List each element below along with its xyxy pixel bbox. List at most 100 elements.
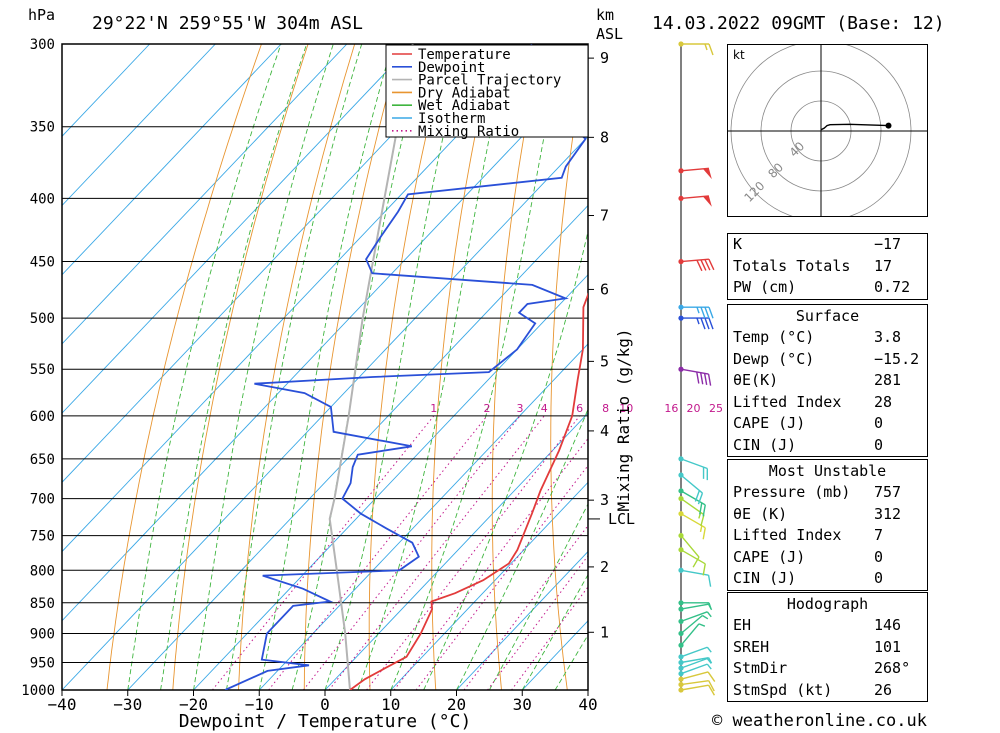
index-row: StmDir 268° [728, 658, 927, 680]
isotherm-line [62, 66, 588, 622]
most-unstable-panel: Most Unstable Pressure (mb) 757 θE (K) 312 Li… [727, 459, 928, 591]
wind-barb [678, 684, 716, 696]
mixing-ratio-label: 2 [484, 402, 491, 415]
wind-barb [678, 366, 712, 386]
isotherm-line [62, 44, 151, 137]
index-value: 281 [874, 371, 902, 389]
index-row: Lifted Index 7 [728, 525, 927, 547]
isotherm-line [127, 204, 588, 690]
km-tick-label: 3 [600, 491, 609, 509]
units-label-asl: ASL [596, 25, 624, 43]
index-value: 28 [874, 392, 893, 411]
x-tick-label: 30 [513, 695, 532, 714]
index-row: Dewp (°C) −15.2 [728, 349, 927, 371]
pressure-label: 950 [30, 655, 55, 671]
wet-adiabat-line [521, 573, 588, 690]
index-value: 0 [874, 547, 884, 566]
index-label: Lifted Index [733, 392, 842, 411]
legend-label: Wet Adiabat [418, 98, 511, 114]
dry-adiabat-line [368, 44, 449, 690]
x-tick-label: 10 [381, 695, 400, 714]
isotherm-line [324, 412, 588, 690]
mixing-ratio-label: 4 [541, 402, 548, 415]
km-tick-label: 7 [600, 207, 609, 225]
wind-barb [678, 258, 715, 272]
x-tick-label: 0 [320, 695, 330, 714]
isotherm-line [62, 135, 588, 690]
index-row: CAPE (J) 0 [728, 547, 927, 569]
plot-frame [61, 43, 589, 691]
dewpoint-line [224, 44, 587, 690]
km-tick-label: 4 [600, 422, 609, 440]
pressure-label: 800 [30, 563, 55, 579]
wind-barb [678, 680, 715, 692]
index-row: CIN (J) 0 [728, 568, 927, 590]
wet-adiabat-line [456, 408, 588, 690]
parcel-trajectory-line [328, 44, 414, 690]
wind-barb [678, 547, 706, 576]
mixing-ratio-line [268, 415, 488, 690]
isotherm-line [258, 343, 588, 690]
index-label: Dewp (°C) [733, 349, 815, 368]
pressure-label: 700 [30, 492, 55, 508]
mixing-ratio-label: 3 [516, 402, 523, 415]
dry-adiabat-line [550, 44, 588, 690]
mixing-ratio-label: 20 [687, 402, 701, 415]
wet-adiabat-line [258, 44, 393, 690]
index-value: 0 [874, 569, 884, 587]
mixing-ratio-line [487, 554, 588, 690]
index-value: 146 [874, 616, 902, 634]
index-row: Temp (°C) 3.8 [728, 327, 927, 349]
index-label: StmDir [733, 659, 788, 677]
wet-adiabat-line [390, 44, 563, 690]
index-row: K −17 [728, 234, 927, 256]
dry-adiabat-line [106, 44, 262, 690]
mixing-ratio-line [393, 437, 588, 690]
panel-title: Hodograph [786, 595, 869, 613]
pressure-label: 850 [30, 596, 55, 612]
dry-adiabat-line [238, 44, 356, 690]
wind-barb [678, 614, 709, 637]
wind-barb [678, 488, 706, 517]
dry-adiabat-line [961, 44, 1000, 690]
pressure-label: 900 [30, 626, 55, 642]
index-row: Totals Totals 17 [728, 256, 927, 278]
wind-barbs [678, 41, 716, 696]
hodograph-panel: kt 40 80 120 [727, 40, 928, 222]
isotherm-line [193, 274, 588, 690]
wet-adiabat-line [225, 44, 363, 690]
pressure-label: 550 [30, 362, 55, 378]
wind-barb [678, 611, 712, 625]
wind-barb [678, 623, 706, 648]
pressure-label: 500 [30, 311, 55, 327]
index-value: 0.72 [874, 278, 911, 296]
index-label: EH [733, 616, 752, 634]
index-label: Pressure (mb) [733, 483, 851, 501]
legend-label: Dry Adiabat [418, 85, 511, 101]
x-tick-label: −40 [48, 695, 77, 714]
index-label: CAPE (J) [733, 414, 806, 432]
mixing-ratio-label: 16 [664, 402, 678, 415]
wet-adiabat-line [489, 503, 588, 690]
index-value: 101 [874, 637, 902, 656]
x-tick-label: −30 [113, 695, 142, 714]
lcl-label: LCL [608, 510, 635, 528]
index-row: Lifted Index 28 [728, 392, 927, 414]
wind-barb [678, 496, 705, 527]
x-tick-label: 20 [447, 695, 466, 714]
wind-barb [678, 472, 704, 505]
hodograph-ring-label: 120 [741, 179, 767, 205]
mixing-ratio-axis-label: Mixing Ratio (g/kg) [614, 328, 633, 511]
index-row: Pressure (mb) 757 [728, 482, 927, 504]
pressure-label: 350 [30, 120, 55, 136]
index-label: SREH [733, 637, 770, 656]
pressure-label: 600 [30, 409, 55, 425]
sounding-series [224, 44, 588, 690]
panel-title: Surface [795, 307, 860, 325]
index-label: θE (K) [733, 504, 788, 523]
wind-barb [678, 656, 713, 666]
pressure-label: 400 [30, 191, 55, 207]
wind-barb [678, 315, 714, 330]
mixing-ratio-label: 10 [619, 402, 633, 415]
